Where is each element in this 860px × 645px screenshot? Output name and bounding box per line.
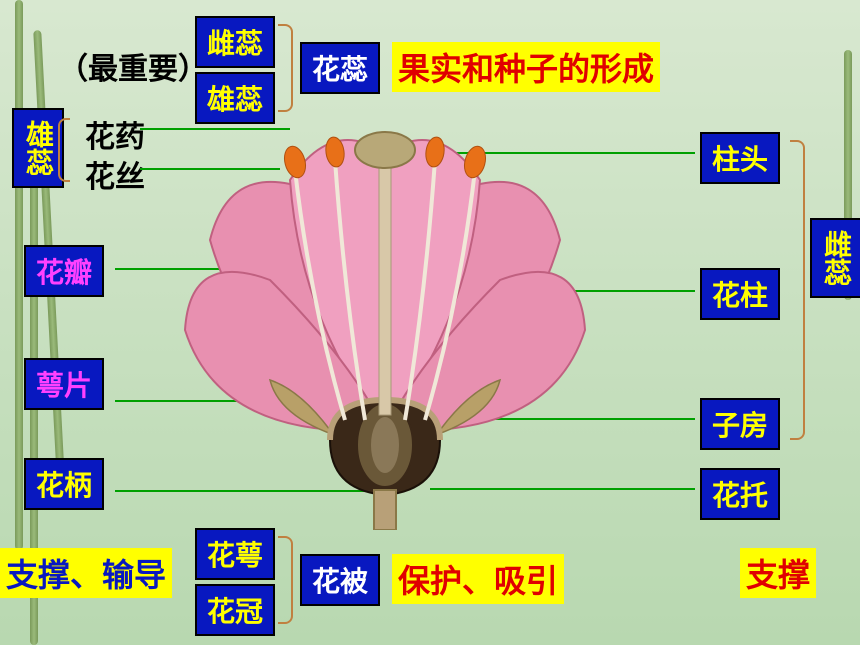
fruit-seed-label: 果实和种子的形成	[392, 42, 660, 92]
style-label: 花柱	[700, 268, 780, 320]
brace-pistil	[790, 140, 805, 440]
ovary-label: 子房	[700, 398, 780, 450]
perianth-label: 花被	[300, 554, 380, 606]
pistil-label: 雌蕊	[195, 16, 275, 68]
pedicel-label: 花柄	[24, 458, 104, 510]
brace-essential	[278, 24, 293, 112]
bamboo-decoration	[15, 0, 23, 550]
brace-stamen	[58, 118, 70, 182]
protect-attract-label: 保护、吸引	[392, 554, 564, 604]
stigma-label: 柱头	[700, 132, 780, 184]
essential-label: 花蕊	[300, 42, 380, 94]
calyx-label: 花萼	[195, 528, 275, 580]
support-transport-label: 支撑、输导	[0, 548, 172, 598]
sepal-label: 萼片	[24, 358, 104, 410]
petal-label: 花瓣	[24, 245, 104, 297]
pistil-vertical: 雌蕊	[810, 218, 860, 298]
brace-perianth	[278, 536, 293, 624]
filament-label: 花丝	[75, 148, 155, 200]
corolla-label: 花冠	[195, 584, 275, 636]
support-label: 支撑	[740, 548, 816, 598]
receptacle-label: 花托	[700, 468, 780, 520]
most-important-note: （最重要）	[48, 40, 218, 92]
flower-diagram	[170, 100, 600, 530]
stamen-vertical: 雄蕊	[12, 108, 64, 188]
